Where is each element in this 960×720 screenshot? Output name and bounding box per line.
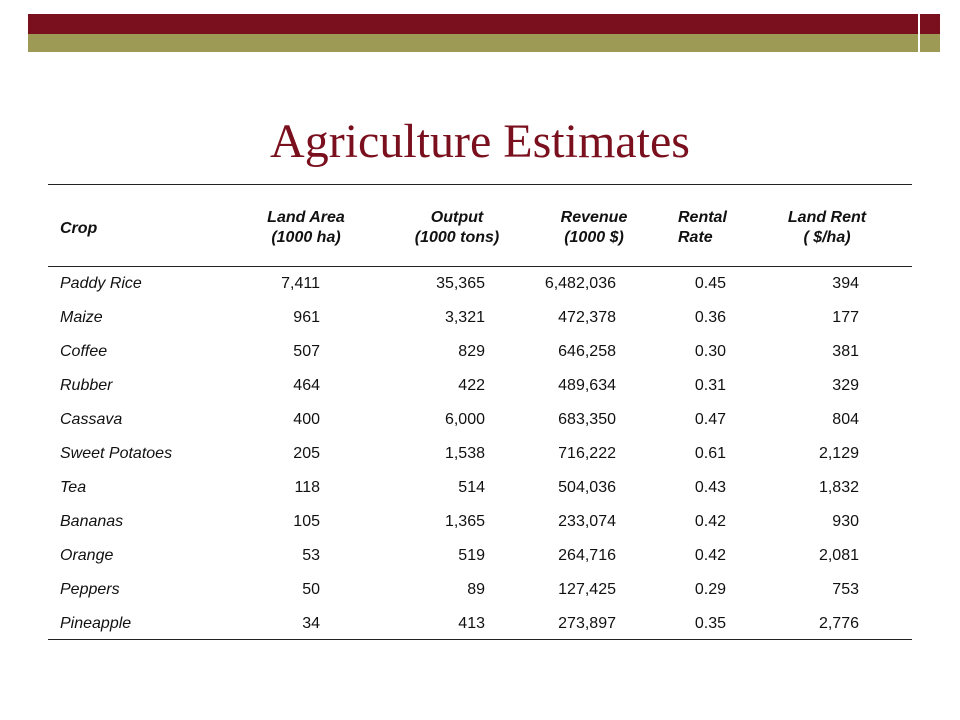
cell-land-rent: 381: [832, 343, 859, 360]
header-output-line1: Output: [430, 209, 484, 226]
cell-land-area: 118: [294, 479, 320, 496]
cell-land-area: 507: [293, 343, 320, 360]
cell-revenue: 273,897: [558, 615, 616, 632]
cell-land-rent: 2,776: [818, 615, 859, 632]
header-crop: Crop: [60, 220, 98, 237]
cell-output: 6,000: [444, 411, 485, 428]
cell-land-area: 105: [293, 513, 320, 530]
cell-land-rent: 329: [832, 377, 859, 394]
header-output-line2: (1000 tons): [414, 229, 500, 246]
cell-rental-rate: 0.47: [694, 411, 726, 428]
cell-crop: Bananas: [60, 513, 124, 530]
cell-rental-rate: 0.61: [694, 445, 726, 462]
table-top-rule: [48, 184, 912, 185]
cell-rental-rate: 0.42: [694, 547, 726, 564]
header-land-area-line2: (1000 ha): [271, 229, 341, 246]
cell-revenue: 716,222: [558, 445, 616, 462]
cell-land-area: 7,411: [281, 275, 320, 292]
header-revenue: Revenue (1000 $): [548, 208, 640, 248]
cell-rental-rate: 0.36: [694, 309, 726, 326]
cell-revenue: 683,350: [558, 411, 616, 428]
cell-land-rent: 2,129: [818, 445, 859, 462]
cell-crop: Maize: [60, 309, 103, 326]
cell-revenue: 233,074: [558, 513, 616, 530]
cell-land-area: 53: [302, 547, 320, 564]
cell-output: 829: [458, 343, 485, 360]
cell-rental-rate: 0.29: [694, 581, 726, 598]
cell-land-rent: 930: [832, 513, 859, 530]
cell-land-area: 50: [302, 581, 320, 598]
cell-rental-rate: 0.42: [694, 513, 726, 530]
cell-crop: Rubber: [60, 377, 113, 394]
cell-output: 35,365: [436, 275, 485, 292]
cell-output: 1,365: [444, 513, 485, 530]
cell-crop: Peppers: [60, 581, 120, 598]
header-land-area-line1: Land Area: [267, 209, 345, 226]
cell-land-rent: 177: [832, 309, 859, 326]
cell-output: 3,321: [444, 309, 485, 326]
header-bar-olive: [28, 34, 918, 52]
cell-land-rent: 2,081: [818, 547, 859, 564]
cell-revenue: 489,634: [558, 377, 616, 394]
table-header-rule: [48, 266, 912, 267]
cell-land-area: 400: [293, 411, 320, 428]
header-land-area: Land Area (1000 ha): [252, 208, 360, 248]
cell-revenue: 646,258: [558, 343, 616, 360]
cell-crop: Coffee: [60, 343, 108, 360]
cell-crop: Pineapple: [60, 615, 132, 632]
cell-rental-rate: 0.31: [694, 377, 726, 394]
cell-output: 519: [458, 547, 485, 564]
cell-output: 413: [458, 615, 485, 632]
header-land-rent-line1: Land Rent: [787, 209, 867, 226]
header-revenue-line2: (1000 $): [564, 229, 624, 246]
cell-output: 514: [458, 479, 485, 496]
cell-crop: Paddy Rice: [60, 275, 142, 292]
header-revenue-line1: Revenue: [560, 209, 628, 226]
cell-land-rent: 394: [832, 275, 859, 292]
header-land-rent-line2: ( $/ha): [803, 229, 851, 246]
table-bottom-rule: [48, 639, 912, 640]
cell-land-area: 961: [293, 309, 320, 326]
cell-land-rent: 804: [832, 411, 859, 428]
cell-rental-rate: 0.35: [694, 615, 726, 632]
cell-land-area: 34: [302, 615, 320, 632]
cell-land-area: 464: [293, 377, 320, 394]
header-bar-maroon: [28, 14, 918, 34]
header-rental-rate-line2: Rate: [678, 229, 713, 246]
cell-output: 422: [458, 377, 485, 394]
cell-revenue: 6,482,036: [544, 275, 616, 292]
cell-output: 1,538: [444, 445, 485, 462]
header-rental-rate-line1: Rental: [678, 209, 727, 226]
cell-output: 89: [467, 581, 485, 598]
header-rental-rate: Rental Rate: [678, 208, 727, 248]
cell-revenue: 127,425: [558, 581, 616, 598]
cell-land-area: 205: [293, 445, 320, 462]
cell-crop: Cassava: [60, 411, 123, 428]
cell-rental-rate: 0.45: [694, 275, 726, 292]
cell-crop: Orange: [60, 547, 114, 564]
slide-title: Agriculture Estimates: [270, 115, 690, 168]
cell-crop: Sweet Potatoes: [60, 445, 173, 462]
cell-crop: Tea: [60, 479, 87, 496]
cell-revenue: 504,036: [558, 479, 616, 496]
cell-land-rent: 1,832: [818, 479, 859, 496]
cell-land-rent: 753: [832, 581, 859, 598]
header-square-maroon: [920, 14, 940, 34]
cell-revenue: 472,378: [558, 309, 616, 326]
header-output: Output (1000 tons): [398, 208, 516, 248]
header-square-olive: [920, 34, 940, 52]
cell-rental-rate: 0.43: [694, 479, 726, 496]
header-land-rent: Land Rent ( $/ha): [776, 208, 878, 248]
cell-rental-rate: 0.30: [694, 343, 726, 360]
cell-revenue: 264,716: [558, 547, 616, 564]
